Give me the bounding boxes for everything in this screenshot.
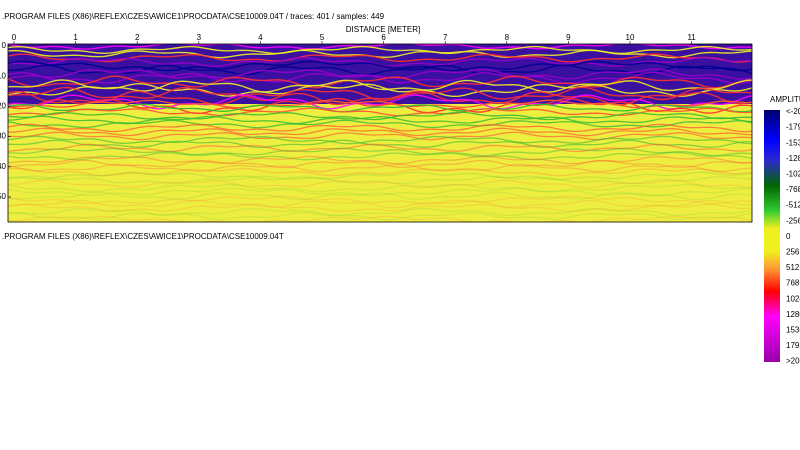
reflection bbox=[8, 68, 752, 80]
reflection bbox=[8, 179, 752, 189]
reflection bbox=[8, 103, 752, 113]
reflection bbox=[8, 143, 752, 153]
reflection bbox=[8, 82, 752, 98]
reflection bbox=[8, 119, 752, 129]
x-tick-label: 5 bbox=[320, 33, 325, 42]
x-tick-label: 7 bbox=[443, 33, 448, 42]
colorbar-label: 1280 bbox=[786, 310, 800, 319]
colorbar-label: -768 bbox=[786, 185, 800, 194]
radargram bbox=[8, 44, 752, 222]
colorbar-label: 512 bbox=[786, 263, 800, 272]
colorbar-label: 1536 bbox=[786, 326, 800, 335]
reflection bbox=[8, 123, 752, 133]
reflection bbox=[8, 44, 752, 50]
colorbar-label: 1792 bbox=[786, 341, 800, 350]
x-tick-label: 9 bbox=[566, 33, 571, 42]
x-tick-label: 1 bbox=[73, 33, 78, 42]
colorbar-label: -1024 bbox=[786, 170, 800, 179]
header-title: .PROGRAM FILES (X86)\REFLEX\CZES\AWICE1\… bbox=[2, 12, 385, 21]
reflection bbox=[8, 195, 752, 205]
reflection bbox=[8, 155, 752, 165]
reflection bbox=[8, 94, 752, 110]
x-tick-label: 2 bbox=[135, 33, 140, 42]
reflection bbox=[8, 107, 752, 117]
reflection bbox=[8, 53, 752, 63]
footer-title: .PROGRAM FILES (X86)\REFLEX\CZES\AWICE1\… bbox=[2, 232, 284, 241]
reflection bbox=[8, 163, 752, 173]
reflection bbox=[8, 99, 752, 109]
reflection bbox=[8, 175, 752, 185]
x-tick-label: 0 bbox=[12, 33, 17, 42]
y-tick-label: 10 bbox=[0, 71, 7, 80]
colorbar-label: 768 bbox=[786, 279, 800, 288]
colorbar-label: 256 bbox=[786, 248, 800, 257]
reflection bbox=[8, 211, 752, 221]
reflection bbox=[8, 60, 752, 72]
x-tick-label: 11 bbox=[687, 33, 696, 42]
reflection bbox=[8, 167, 752, 177]
colorbar bbox=[764, 110, 780, 362]
reflection bbox=[8, 159, 752, 169]
colorbar-label: -1792 bbox=[786, 123, 800, 132]
y-tick-label: 40 bbox=[0, 162, 7, 171]
reflection bbox=[8, 151, 752, 161]
x-tick-label: 4 bbox=[258, 33, 263, 42]
x-tick-label: 3 bbox=[197, 33, 202, 42]
reflection bbox=[8, 207, 752, 217]
colorbar-title: AMPLITUDE bbox=[770, 95, 800, 104]
reflection bbox=[8, 49, 752, 59]
reflection bbox=[8, 183, 752, 193]
reflection bbox=[8, 203, 752, 213]
reflection bbox=[8, 131, 752, 141]
colorbar-label: -1536 bbox=[786, 138, 800, 147]
y-tick-label: 0 bbox=[2, 41, 7, 50]
reflection bbox=[8, 86, 752, 102]
reflection bbox=[8, 147, 752, 157]
reflection bbox=[8, 75, 752, 89]
plot-frame bbox=[7, 43, 753, 223]
colorbar-label: <-204 bbox=[786, 107, 800, 116]
reflection bbox=[8, 135, 752, 145]
reflection bbox=[8, 45, 752, 55]
colorbar-label: -1280 bbox=[786, 154, 800, 163]
x-tick-label: 6 bbox=[381, 33, 386, 42]
x-tick-label: 10 bbox=[626, 33, 635, 42]
reflection bbox=[8, 199, 752, 209]
colorbar-label: -256 bbox=[786, 216, 800, 225]
y-tick-label: 50 bbox=[0, 192, 7, 201]
colorbar-label: 1024 bbox=[786, 294, 800, 303]
reflection bbox=[8, 111, 752, 121]
y-tick-label: 20 bbox=[0, 102, 7, 111]
reflection bbox=[8, 79, 752, 93]
x-tick-label: 8 bbox=[505, 33, 510, 42]
reflection bbox=[8, 215, 752, 222]
reflection bbox=[8, 171, 752, 181]
reflection bbox=[8, 187, 752, 197]
y-tick-label: 30 bbox=[0, 132, 7, 141]
colorbar-label: >204 bbox=[786, 357, 800, 366]
colorbar-label: -512 bbox=[786, 201, 800, 210]
reflection bbox=[8, 191, 752, 201]
colorbar-label: 0 bbox=[786, 232, 791, 241]
x-axis-label: DISTANCE [METER] bbox=[346, 25, 421, 34]
reflection bbox=[8, 127, 752, 137]
